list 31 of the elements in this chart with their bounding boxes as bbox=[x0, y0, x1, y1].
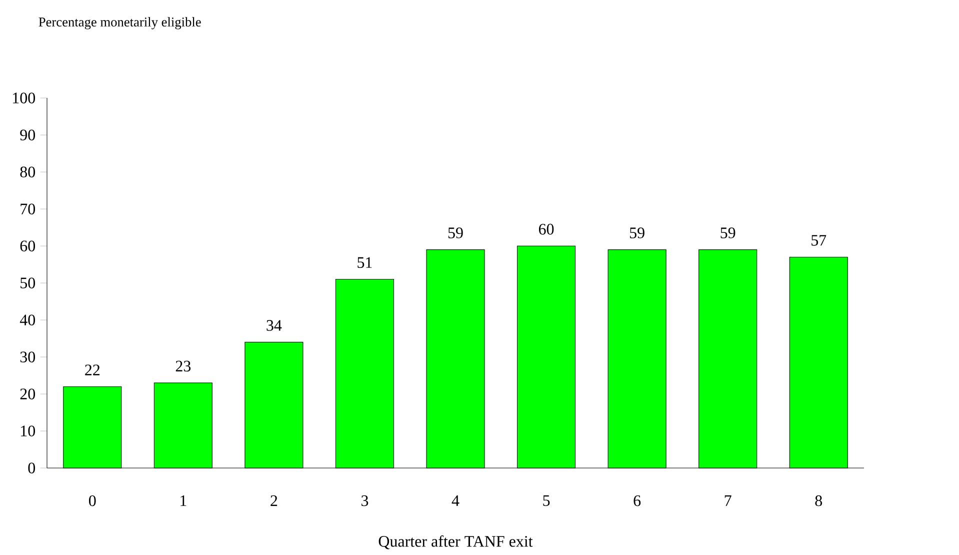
data-label: 51 bbox=[358, 257, 372, 268]
x-tick-label: 6 bbox=[634, 495, 641, 506]
data-label: 23 bbox=[176, 360, 191, 372]
y-tick-label: 80 bbox=[20, 166, 36, 178]
y-tick-label: 70 bbox=[20, 204, 36, 214]
x-tick-label: 0 bbox=[89, 495, 96, 506]
x-tick-label: 4 bbox=[452, 495, 460, 506]
y-axis-title: Percentage monetarily eligible bbox=[38, 17, 201, 30]
x-axis-title: Quarter after TANF exit bbox=[378, 535, 533, 550]
data-label: 60 bbox=[538, 224, 554, 235]
x-tick-label: 7 bbox=[724, 495, 732, 506]
y-tick-label: 30 bbox=[20, 352, 36, 362]
x-tick-label: 8 bbox=[815, 495, 822, 506]
y-tick-label: 90 bbox=[20, 130, 36, 140]
data-label: 59 bbox=[630, 228, 644, 238]
x-tick-label: 5 bbox=[543, 495, 550, 506]
data-label: 59 bbox=[448, 228, 463, 238]
data-label: 22 bbox=[85, 364, 100, 376]
y-tick-label: 10 bbox=[21, 426, 36, 436]
y-tick-label: 50 bbox=[20, 278, 36, 288]
data-label: 59 bbox=[720, 228, 736, 238]
y-tick-label: 40 bbox=[20, 314, 36, 326]
y-tick-label: 20 bbox=[20, 388, 36, 400]
y-tick-label: 60 bbox=[20, 240, 36, 252]
x-tick-label: 3 bbox=[362, 495, 368, 506]
x-tick-label: 2 bbox=[270, 495, 278, 506]
y-tick-label: 100 bbox=[13, 92, 36, 104]
data-label: 57 bbox=[812, 235, 826, 246]
x-tick-label: 1 bbox=[180, 495, 186, 506]
y-tick-label: 0 bbox=[28, 462, 36, 474]
data-label: 34 bbox=[266, 320, 282, 331]
